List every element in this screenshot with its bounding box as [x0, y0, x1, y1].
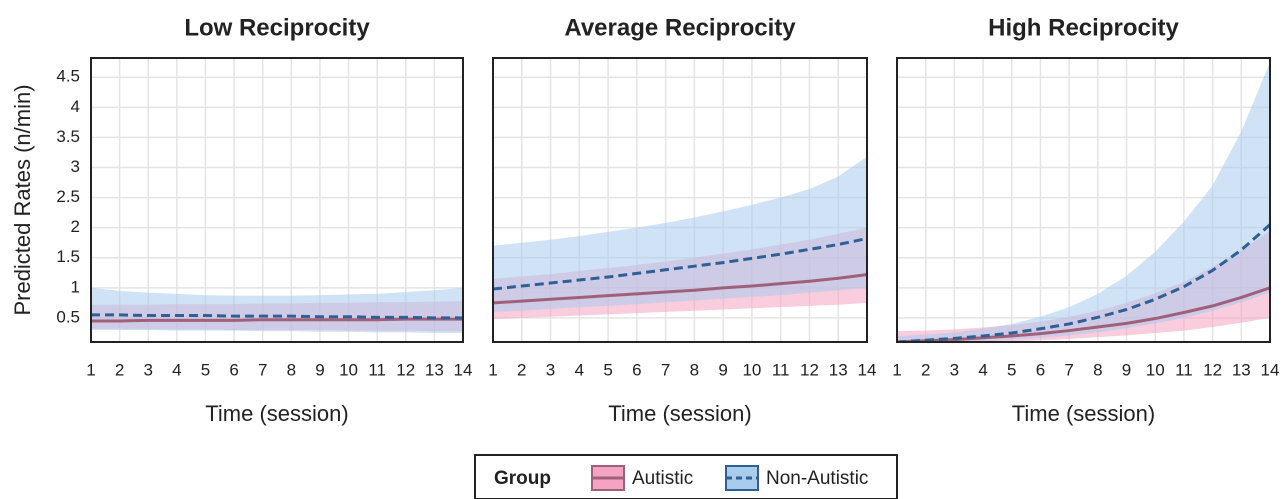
x-tick-label: 2 — [517, 360, 526, 379]
legend-label: Autistic — [632, 468, 693, 489]
x-tick-label: 11 — [1175, 360, 1193, 379]
chart-title: High Reciprocity — [988, 14, 1179, 41]
x-tick-label: 7 — [258, 360, 267, 379]
x-tick-label: 7 — [661, 360, 670, 379]
x-tick-label: 10 — [339, 360, 358, 379]
x-axis-label: Time (session) — [608, 401, 751, 426]
x-tick-label: 3 — [143, 360, 152, 379]
x-tick-label: 5 — [201, 360, 210, 379]
x-tick-label: 9 — [315, 360, 324, 379]
series-line — [91, 313, 463, 320]
x-tick-label: 12 — [800, 360, 819, 379]
y-tick-label: 0.5 — [56, 307, 80, 326]
x-tick-label: 2 — [921, 360, 930, 379]
x-tick-label: 3 — [546, 360, 555, 379]
x-axis-label: Time (session) — [205, 401, 348, 426]
x-tick-label: 8 — [1093, 360, 1102, 379]
x-tick-label: 14 — [454, 360, 473, 379]
x-tick-label: 6 — [229, 360, 238, 379]
x-tick-label: 4 — [172, 360, 181, 379]
x-tick-label: 9 — [1122, 360, 1131, 379]
plot-area — [493, 156, 867, 320]
x-tick-label: 6 — [632, 360, 641, 379]
x-tick-label: 14 — [858, 360, 877, 379]
legend-label: Non-Autistic — [766, 468, 868, 489]
y-tick-label: 2.5 — [56, 187, 80, 206]
x-tick-label: 2 — [115, 360, 124, 379]
y-tick-label: 4.5 — [56, 67, 80, 86]
x-tick-label: 12 — [1203, 360, 1222, 379]
x-tick-label: 8 — [287, 360, 296, 379]
x-tick-label: 1 — [86, 360, 95, 379]
y-tick-label: 3.5 — [56, 127, 80, 146]
y-tick-label: 1.5 — [56, 247, 80, 266]
plot-area — [91, 287, 463, 333]
x-tick-label: 13 — [425, 360, 444, 379]
x-tick-label: 8 — [690, 360, 699, 379]
x-axis-label: Time (session) — [1012, 401, 1155, 426]
plot-frame — [90, 57, 464, 343]
legend-box — [474, 454, 898, 499]
x-tick-label: 10 — [1146, 360, 1165, 379]
legend-title: Group — [494, 468, 551, 489]
x-tick-label: 7 — [1064, 360, 1073, 379]
series-line — [897, 223, 1270, 342]
x-tick-label: 6 — [1036, 360, 1045, 379]
series-line — [91, 317, 463, 323]
plot-area — [897, 62, 1270, 342]
x-tick-label: 11 — [368, 360, 386, 379]
y-tick-label: 2 — [71, 217, 80, 236]
y-axis-label: Predicted Rates (n/min) — [10, 84, 35, 315]
y-tick-label: 4 — [71, 97, 80, 116]
series-line — [493, 237, 867, 291]
x-tick-label: 10 — [742, 360, 761, 379]
chart-title: Low Reciprocity — [184, 14, 370, 41]
x-tick-label: 5 — [603, 360, 612, 379]
x-tick-label: 14 — [1261, 360, 1280, 379]
y-tick-label: 1 — [71, 277, 80, 296]
confidence-band — [897, 62, 1270, 342]
y-tick-label: 3 — [71, 157, 80, 176]
plot-frame — [492, 57, 868, 343]
x-tick-label: 11 — [772, 360, 790, 379]
x-tick-label: 4 — [978, 360, 987, 379]
series-line — [493, 273, 867, 305]
plot-frame — [896, 57, 1271, 343]
x-tick-label: 4 — [575, 360, 584, 379]
x-tick-label: 12 — [396, 360, 415, 379]
x-tick-label: 9 — [718, 360, 727, 379]
x-tick-label: 13 — [829, 360, 848, 379]
x-tick-label: 1 — [488, 360, 497, 379]
chart-title: Average Reciprocity — [564, 14, 796, 41]
x-tick-label: 13 — [1232, 360, 1251, 379]
x-tick-label: 5 — [1007, 360, 1016, 379]
x-tick-label: 3 — [950, 360, 959, 379]
confidence-band — [493, 156, 867, 312]
x-tick-label: 1 — [892, 360, 901, 379]
